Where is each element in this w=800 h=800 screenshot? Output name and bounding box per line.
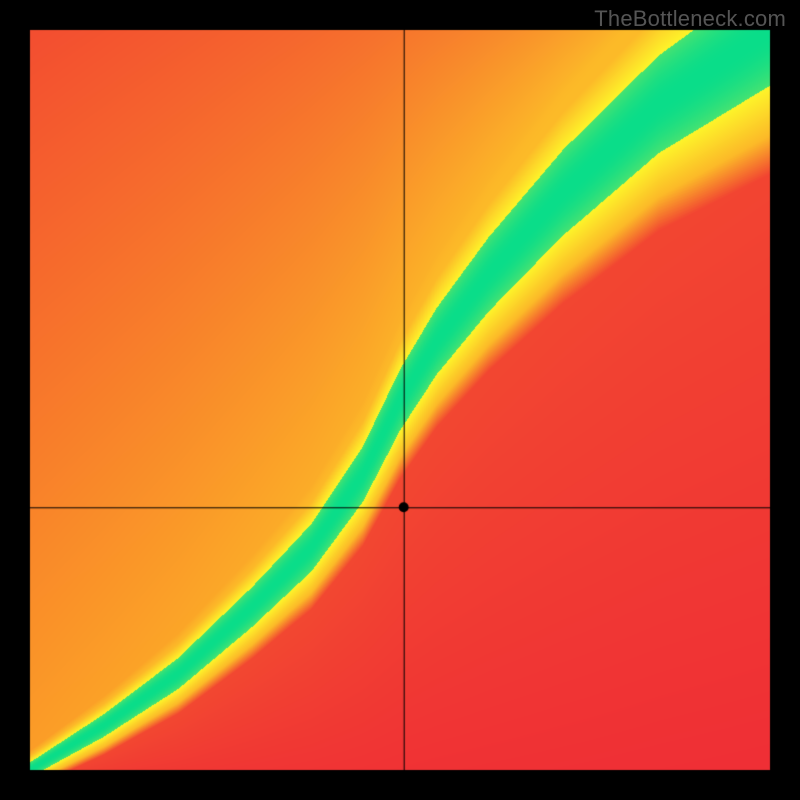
chart-container: TheBottleneck.com <box>0 0 800 800</box>
heatmap-canvas <box>0 0 800 800</box>
watermark-text: TheBottleneck.com <box>594 6 786 32</box>
